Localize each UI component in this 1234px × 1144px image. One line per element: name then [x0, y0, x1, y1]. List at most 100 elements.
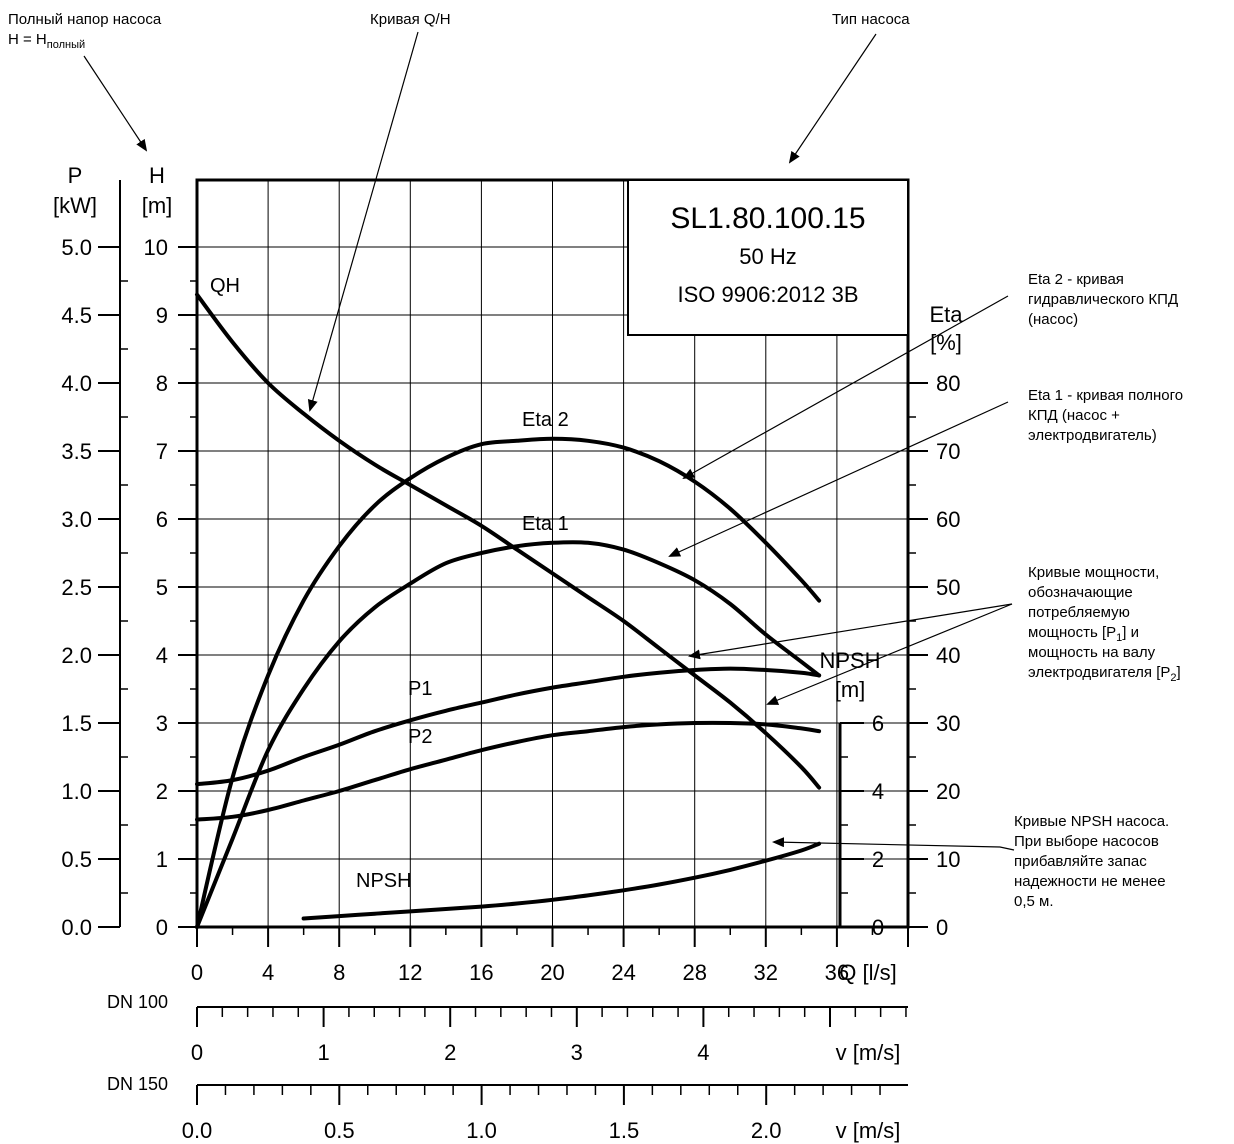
pump-type-box-border — [627, 179, 909, 336]
v150-axis-tick-label: 0.5 — [324, 1118, 355, 1143]
h-axis-tick-label: 6 — [156, 507, 168, 532]
pump-standard: ISO 9906:2012 3B — [677, 282, 858, 307]
q-axis-tick-label: 16 — [469, 960, 493, 985]
v150-axis-tick-label: 1.5 — [609, 1118, 640, 1143]
q-axis-tick-label: 24 — [611, 960, 635, 985]
arrow-npsh — [772, 837, 1015, 851]
q-axis-label: Q [l/s] — [839, 960, 896, 985]
annotation-qh-curve: Кривая Q/H — [370, 11, 451, 28]
curve-p2 — [195, 720, 822, 822]
annotation-npsh-line1: Кривые NPSH насоса. — [1014, 813, 1169, 830]
annotation-pump-type: Тип насоса — [832, 11, 910, 28]
p-axis-tick-label: 3.0 — [61, 507, 92, 532]
p-axis-tick-label: 1.5 — [61, 711, 92, 736]
q-axis-tick-label: 20 — [540, 960, 564, 985]
eta-axis-tick-label: 70 — [936, 439, 960, 464]
annotation-npsh-line3: прибавляйте запас — [1014, 853, 1147, 870]
eta-axis-title: Eta — [929, 302, 963, 327]
v150-axis-tick-label: 2.0 — [751, 1118, 782, 1143]
p-axis-tick-label: 0.0 — [61, 915, 92, 940]
eta-axis-tick-label: 40 — [936, 643, 960, 668]
annotation-power-line1: Кривые мощности, — [1028, 564, 1159, 581]
annotation-eta1-line2: КПД (насос + — [1028, 407, 1120, 424]
h-axis-title: H — [149, 163, 165, 188]
annotation-power: Кривые мощности, обозначающие потребляем… — [688, 564, 1181, 705]
npsh-axis-tick-label: 4 — [872, 779, 884, 804]
annotation-eta2-line2: гидравлического КПД — [1028, 291, 1178, 308]
npsh-axis-tick-label: 0 — [872, 915, 884, 940]
annotation-npsh-line4: надежности не менее — [1014, 873, 1166, 890]
p-axis-tick-label: 1.0 — [61, 779, 92, 804]
v100-axis-tick-label: 4 — [697, 1040, 709, 1065]
eta-axis-tick-label: 10 — [936, 847, 960, 872]
npsh-axis-tick-label: 2 — [872, 847, 884, 872]
npsh-axis-tick-label: 6 — [872, 711, 884, 736]
v100-axis-tick-label: 3 — [571, 1040, 583, 1065]
curve-eta1 — [195, 540, 822, 929]
v100-axis-tick-label: 1 — [317, 1040, 329, 1065]
q-axis-tick-label: 28 — [682, 960, 706, 985]
curve-qh — [195, 292, 822, 790]
arrow-eta2 — [682, 295, 1009, 479]
annotation-power-line4: мощность [P1] и — [1028, 624, 1139, 644]
annotation-power-line6: электродвигателя [P2] — [1028, 664, 1181, 684]
q-axis-tick-label: 32 — [754, 960, 778, 985]
h-axis-tick-label: 3 — [156, 711, 168, 736]
annotation-eta2-line3: (насос) — [1028, 311, 1078, 328]
eta-axis-tick-label: 0 — [936, 915, 948, 940]
annotation-eta2-line1: Eta 2 - кривая — [1028, 271, 1124, 288]
annotation-eta1-line1: Eta 1 - кривая полного — [1028, 387, 1183, 404]
npsh-curve-label: NPSH — [356, 870, 412, 892]
p-axis-tick-label: 2.0 — [61, 643, 92, 668]
annotation-npsh-line5: 0,5 м. — [1014, 893, 1054, 910]
annotation-total-head-line2: H = Hполный — [8, 31, 85, 51]
v150-axis-tick-label: 0.0 — [182, 1118, 213, 1143]
eta2-curve-label: Eta 2 — [522, 409, 569, 431]
arrow-pump-type — [788, 33, 877, 164]
annotation-eta1-line3: электродвигатель) — [1028, 427, 1157, 444]
v100-axis-label: v [m/s] — [836, 1040, 901, 1065]
eta-axis-unit: [%] — [930, 330, 962, 355]
q-axis-tick-label: 8 — [333, 960, 345, 985]
curve-p1 — [195, 666, 822, 787]
axes: 0.00.51.01.52.02.53.03.54.04.55.00123456… — [61, 180, 960, 1143]
p-axis-tick-label: 0.5 — [61, 847, 92, 872]
p-axis-unit: [kW] — [53, 193, 97, 218]
h-axis-tick-label: 5 — [156, 575, 168, 600]
p-axis-tick-label: 2.5 — [61, 575, 92, 600]
dn150-label: DN 150 — [107, 1074, 168, 1094]
q-axis-tick-label: 12 — [398, 960, 422, 985]
p2-curve-label: P2 — [408, 726, 432, 748]
annotation-power-line3: потребляемую — [1028, 604, 1130, 621]
q-axis-tick-label: 4 — [262, 960, 274, 985]
annotation-total-head: Полный напор насоса H = Hполный — [8, 11, 162, 152]
pump-frequency: 50 Hz — [739, 244, 796, 269]
annotation-power-line2: обозначающие — [1028, 584, 1133, 601]
arrow-eta1 — [668, 401, 1009, 557]
h-axis-tick-label: 9 — [156, 303, 168, 328]
annotation-npsh-line2: При выборе насосов — [1014, 833, 1159, 850]
p-axis-tick-label: 4.5 — [61, 303, 92, 328]
h-axis-tick-label: 1 — [156, 847, 168, 872]
v150-axis-label: v [m/s] — [836, 1118, 901, 1143]
eta-axis-tick-label: 80 — [936, 371, 960, 396]
v150-axis-tick-label: 1.0 — [466, 1118, 497, 1143]
p-axis-tick-label: 4.0 — [61, 371, 92, 396]
p-axis-tick-label: 5.0 — [61, 235, 92, 260]
npsh-axis-unit: [m] — [835, 677, 866, 702]
dn100-label: DN 100 — [107, 992, 168, 1012]
curves — [195, 292, 822, 929]
h-axis-tick-label: 10 — [144, 235, 168, 260]
arrow-qh-curve — [307, 31, 419, 412]
q-axis-tick-label: 36 — [825, 960, 849, 985]
annotation-eta2: Eta 2 - кривая гидравлического КПД (насо… — [682, 271, 1178, 479]
p-axis-title: P — [68, 163, 83, 188]
p-axis-tick-label: 3.5 — [61, 439, 92, 464]
p1-curve-label: P1 — [408, 678, 432, 700]
pump-model: SL1.80.100.15 — [670, 202, 865, 235]
h-axis-tick-label: 0 — [156, 915, 168, 940]
eta1-curve-label: Eta 1 — [522, 513, 569, 535]
v100-axis-tick-label: 0 — [191, 1040, 203, 1065]
eta-axis-tick-label: 60 — [936, 507, 960, 532]
eta-axis-tick-label: 50 — [936, 575, 960, 600]
